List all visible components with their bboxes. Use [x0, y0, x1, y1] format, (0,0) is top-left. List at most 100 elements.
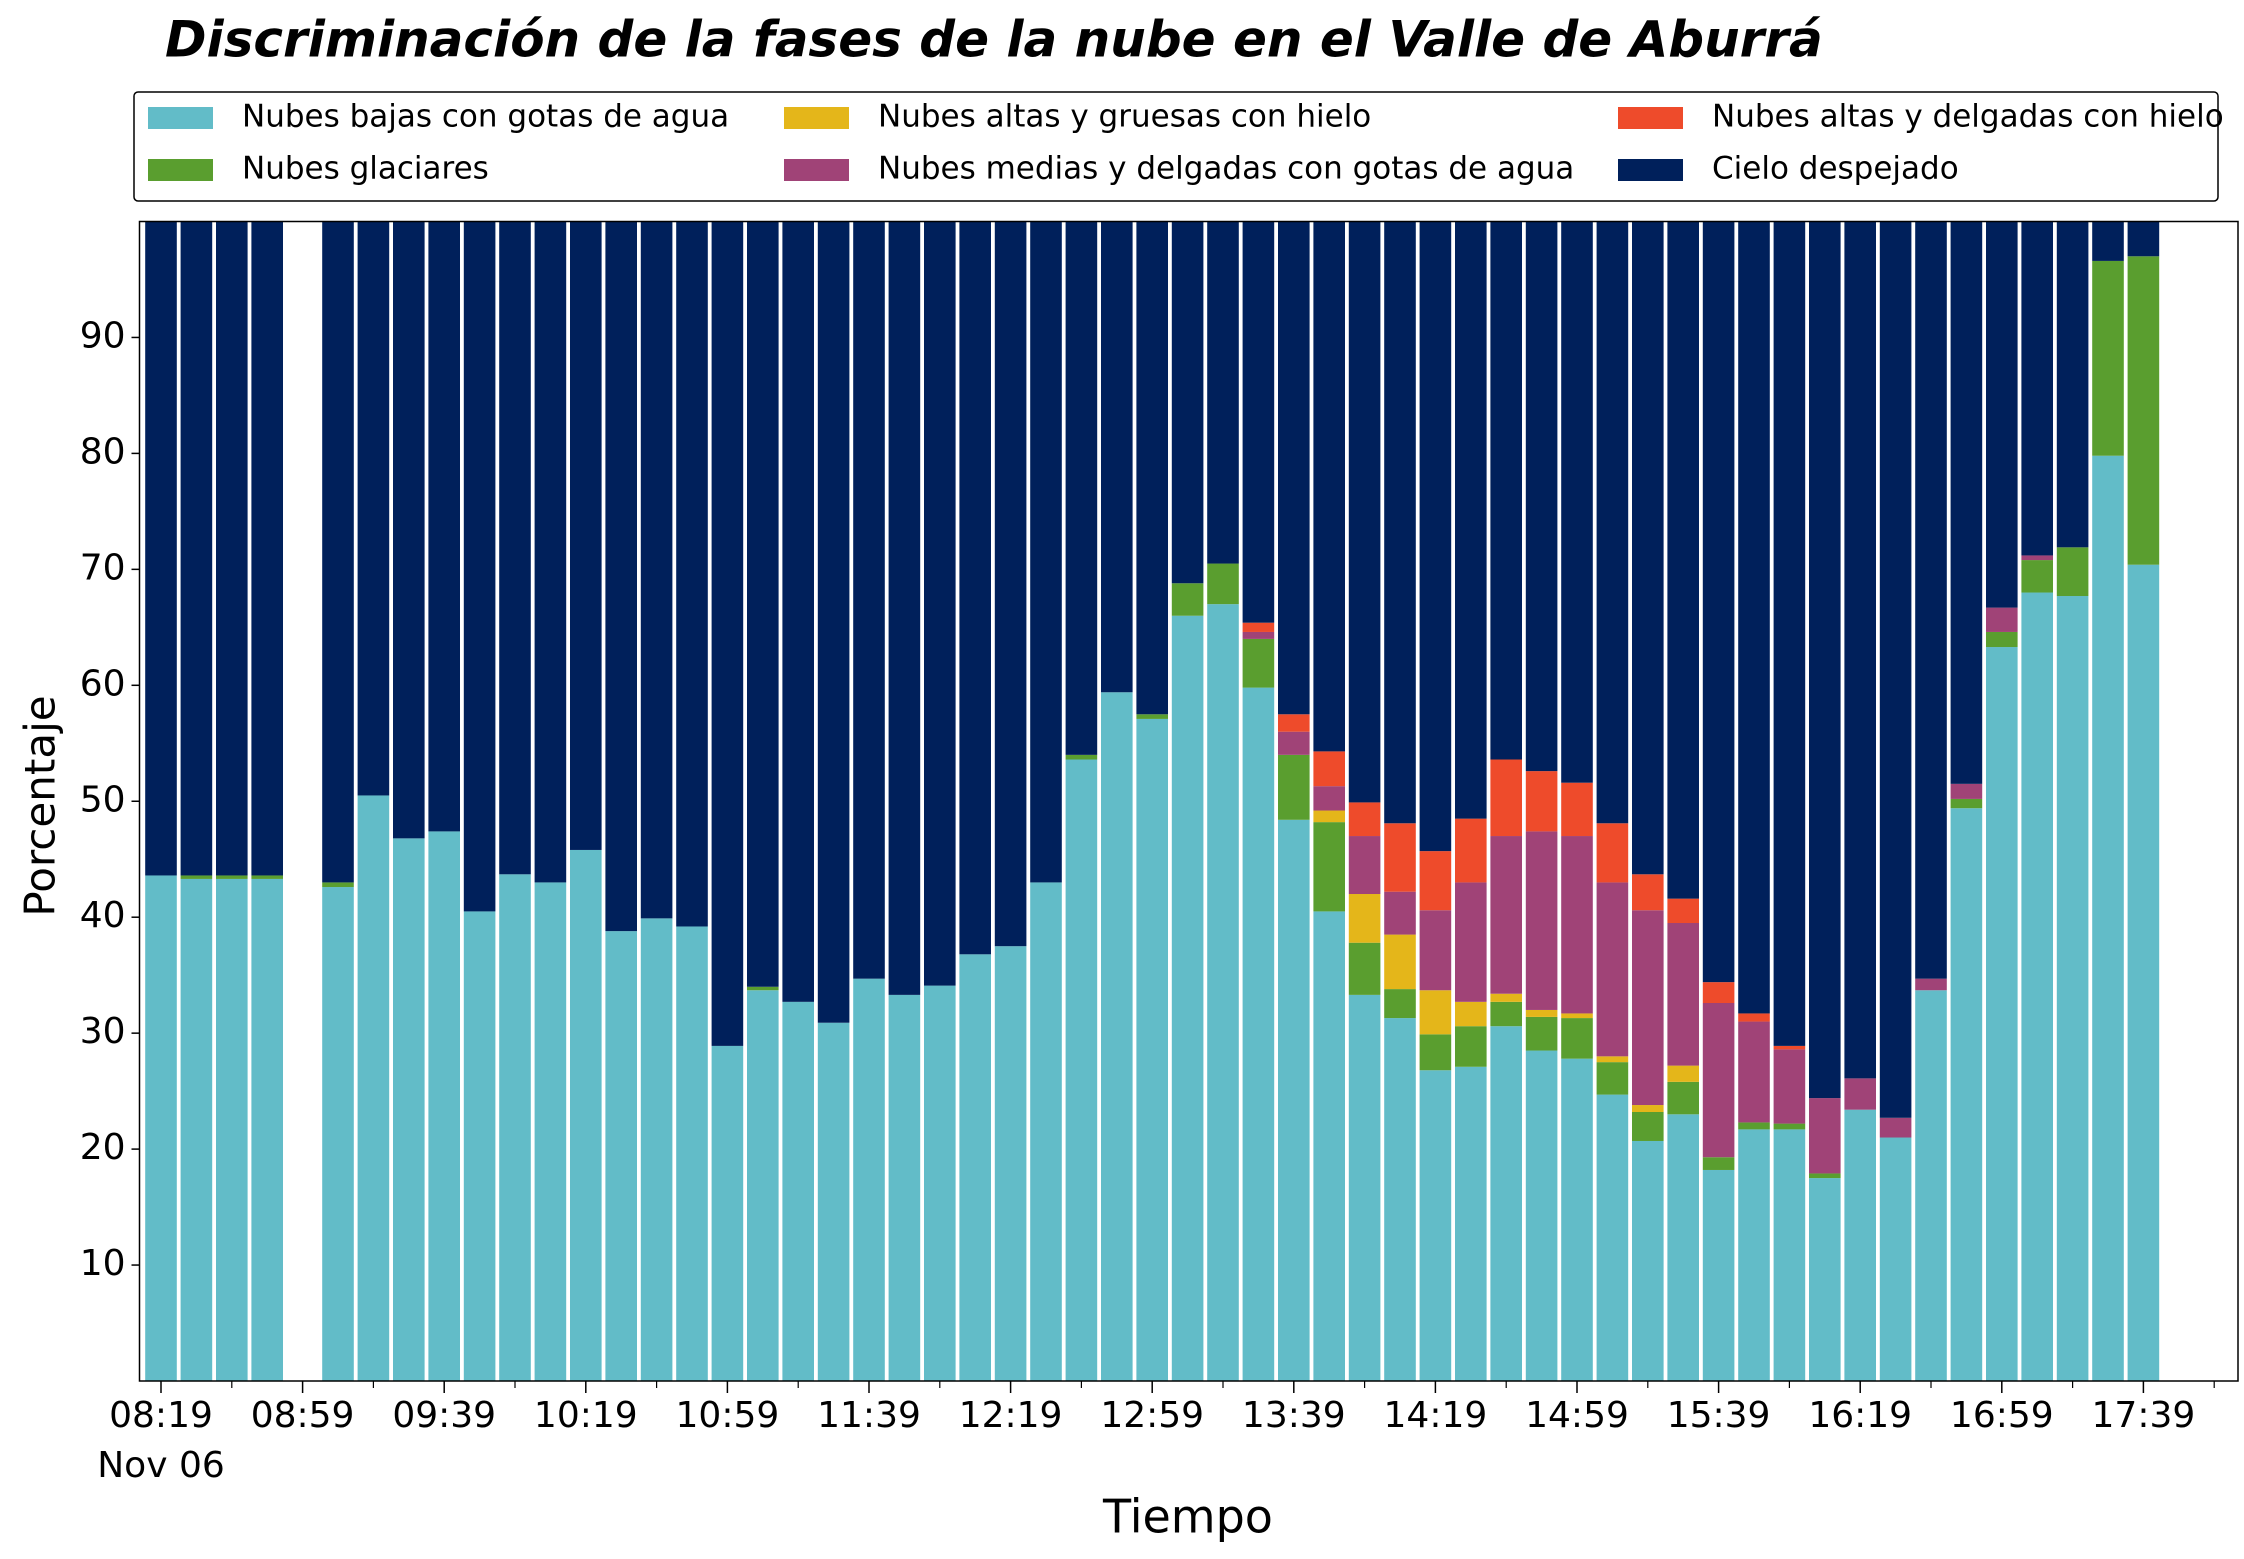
bar-segment	[1065, 759, 1098, 1381]
bar-segment	[216, 878, 248, 1381]
bar-segment	[1561, 1013, 1593, 1019]
legend-swatch	[1618, 107, 1683, 129]
bar-segment	[1207, 563, 1239, 605]
bar-segment	[463, 911, 496, 1381]
bar-segment	[1738, 1013, 1770, 1022]
x-tick-label: 09:39	[392, 1395, 496, 1436]
bar-segment	[1419, 910, 1452, 991]
bar-segment	[1702, 1169, 1735, 1381]
bar-segment	[251, 878, 283, 1381]
bar-segment	[1419, 1070, 1452, 1381]
bar-segment	[2127, 256, 2160, 565]
x-tick-label: 13:39	[1242, 1395, 1346, 1436]
bar-segment	[2092, 455, 2124, 1381]
bar-segment	[1313, 822, 1345, 912]
bar-segment	[1632, 221, 1664, 875]
bar-segment	[1490, 993, 1522, 1002]
bar-segment	[1419, 851, 1452, 911]
bar-segment	[1419, 221, 1452, 852]
bar-segment	[357, 795, 390, 1381]
legend-label: Nubes altas y delgadas con hielo	[1712, 99, 2224, 135]
bar-segment	[1596, 823, 1629, 883]
bar-segment	[1136, 221, 1168, 715]
bar-segment	[251, 221, 283, 876]
bar-segment	[1738, 1129, 1770, 1381]
bar-segment	[1242, 687, 1275, 1381]
legend-swatch	[784, 107, 849, 129]
bar-segment	[1738, 1021, 1770, 1123]
bar-segment	[1667, 1081, 1699, 1115]
bar-segment	[180, 875, 213, 879]
bar-segment	[1915, 978, 1947, 991]
y-tick-label: 70	[80, 547, 126, 588]
bar-segment	[1596, 1056, 1629, 1063]
bar-segment	[1525, 1050, 1558, 1381]
bar-segment	[1348, 942, 1381, 995]
x-axis-label: Tiempo	[1102, 1490, 1273, 1544]
bar-segment	[1136, 714, 1168, 719]
bar-segment	[1986, 607, 2018, 632]
bar-segment	[1738, 1122, 1770, 1130]
legend-label: Nubes bajas con gotas de agua	[242, 99, 729, 135]
bar-segment	[1667, 1065, 1699, 1082]
bar-segment	[1986, 631, 2018, 648]
y-tick-label: 10	[80, 1243, 126, 1284]
date-label: Nov 06	[97, 1445, 225, 1486]
bar-segment	[322, 887, 354, 1381]
legend-label: Cielo despejado	[1712, 151, 1959, 187]
bar-segment	[1101, 221, 1133, 693]
bar-segment	[1455, 1001, 1487, 1027]
bar-segment	[1207, 221, 1239, 564]
bar-segment	[1278, 819, 1310, 1381]
bar-segment	[1702, 982, 1735, 1004]
bar-segment	[1525, 831, 1558, 1010]
bar-segment	[570, 849, 602, 1381]
bar-segment	[1950, 783, 1983, 799]
x-tick-label: 14:59	[1525, 1395, 1629, 1436]
bar-segment	[393, 221, 425, 839]
bar-segment	[1915, 221, 1947, 979]
bar-segment	[1879, 221, 1912, 1118]
bar-segment	[1525, 1016, 1558, 1051]
bar-segment	[1773, 1129, 1806, 1381]
bar-segment	[2021, 560, 2053, 593]
bar-segment	[1384, 1018, 1416, 1381]
y-tick-label: 30	[80, 1011, 126, 1052]
bar-segment	[747, 986, 779, 991]
bar-segment	[2092, 260, 2124, 456]
bar-segment	[676, 926, 708, 1381]
bar-segment	[2056, 221, 2089, 548]
bar-segment	[1171, 583, 1204, 616]
legend-label: Nubes altas y gruesas con hielo	[878, 99, 1371, 135]
bar-segment	[393, 838, 425, 1381]
bar-segment	[711, 1045, 744, 1381]
bar-segment	[1773, 1049, 1806, 1124]
bar-segment	[711, 221, 744, 1046]
bar-segment	[1525, 1009, 1558, 1017]
x-tick-label: 16:19	[1808, 1395, 1912, 1436]
bar-segment	[1455, 882, 1487, 1002]
bar-segment	[1738, 221, 1770, 1014]
bar-segment	[888, 994, 921, 1381]
bar-segment	[1702, 1003, 1735, 1158]
bar-segment	[1419, 1034, 1452, 1071]
bar-segment	[1809, 1098, 1841, 1174]
bar-segment	[1950, 221, 1983, 784]
bar-segment	[1313, 911, 1345, 1381]
bar-segment	[1561, 1058, 1593, 1381]
legend-box	[133, 91, 2219, 202]
x-tick-label: 08:59	[251, 1395, 355, 1436]
x-tick-label: 17:39	[2092, 1395, 2196, 1436]
bar-segment	[1667, 898, 1699, 923]
bar-segment	[853, 978, 885, 1381]
bar-segment	[1632, 910, 1664, 1106]
bar-segment	[2021, 221, 2053, 556]
x-tick-label: 12:59	[1100, 1395, 1204, 1436]
x-tick-label: 12:19	[959, 1395, 1063, 1436]
bar-segment	[1419, 990, 1452, 1035]
bar-segment	[428, 221, 460, 832]
bar-segment	[605, 931, 637, 1381]
legend-swatch	[784, 159, 849, 181]
bar-segment	[1490, 1026, 1522, 1381]
x-tick-label: 10:59	[676, 1395, 780, 1436]
